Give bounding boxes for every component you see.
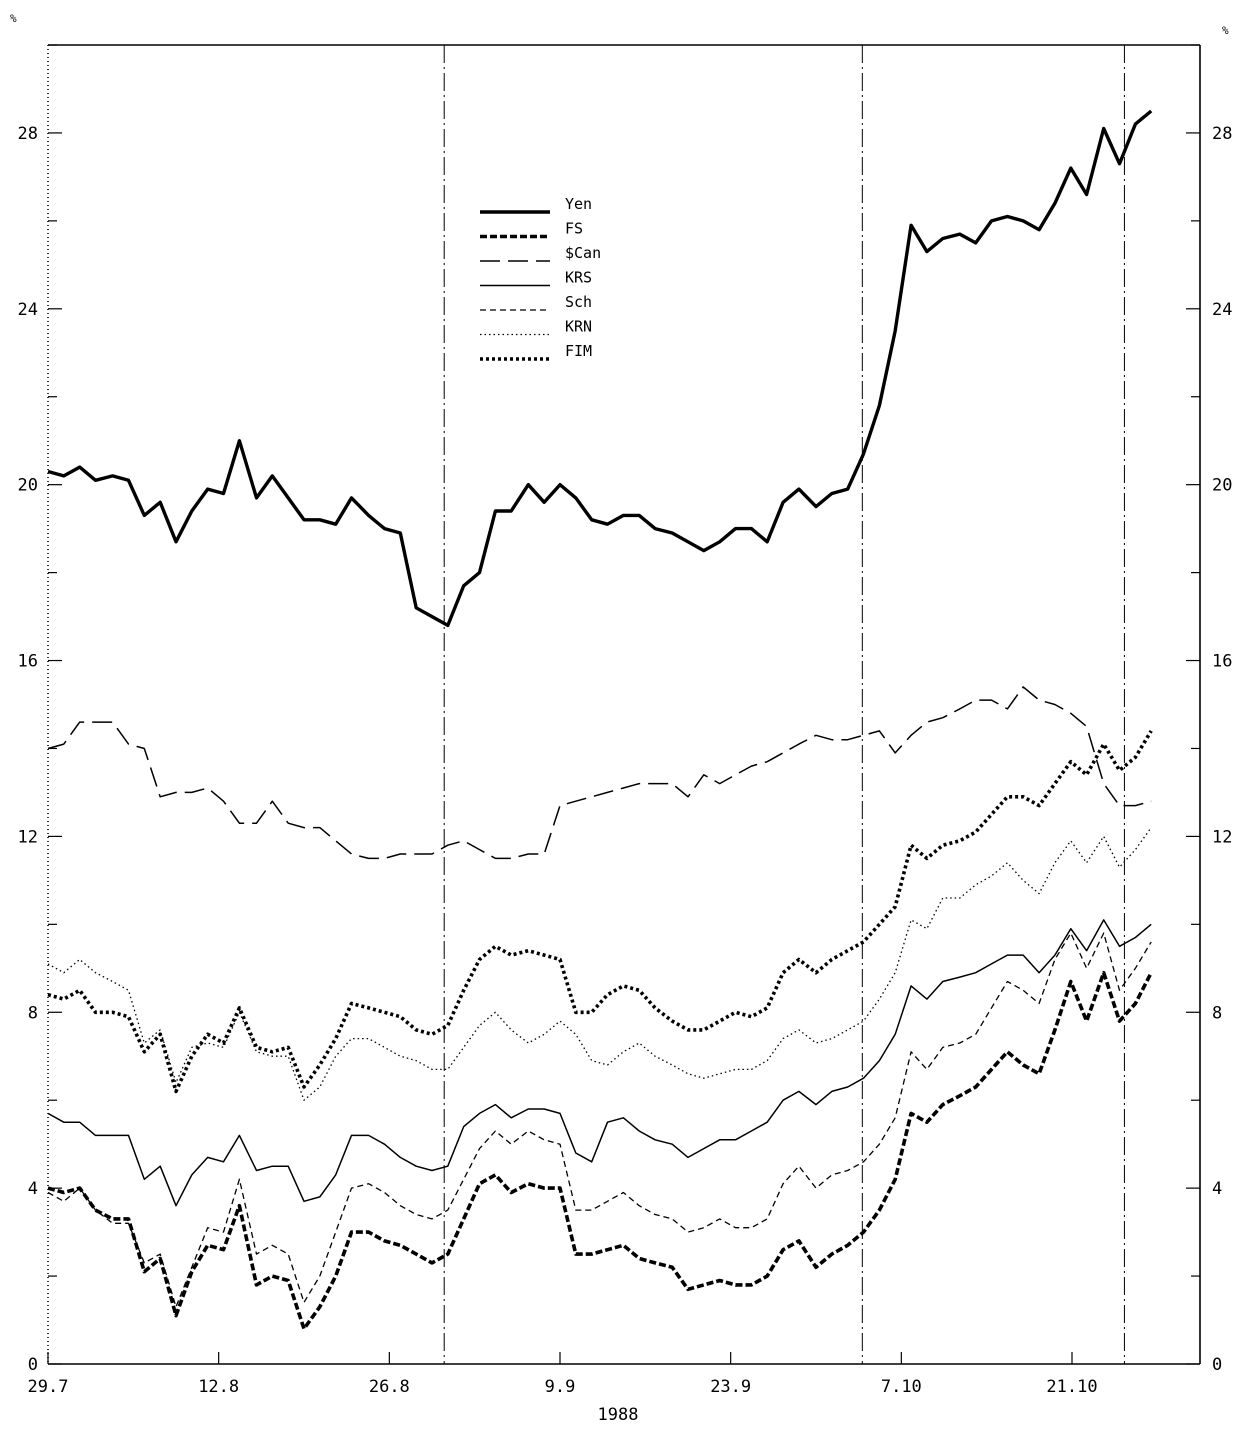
y-tick-label-right: 4 — [1212, 1179, 1222, 1199]
legend: Yen FS $Can KRS Sch KRN FIM — [480, 195, 601, 361]
legend-label: Yen — [565, 195, 592, 213]
x-tick-label: 23.9 — [710, 1377, 751, 1397]
y-tick-label-left: 24 — [18, 300, 38, 320]
y-tick-label-right: 8 — [1212, 1003, 1222, 1023]
legend-label: Sch — [565, 293, 592, 311]
series-line-can — [47, 686, 1152, 860]
y-tick-label-right: 16 — [1212, 652, 1232, 672]
reference-lines — [443, 45, 1125, 1364]
series-line-krn — [47, 827, 1152, 1101]
series-line-yen — [47, 109, 1153, 628]
right-unit-label: % — [1222, 24, 1229, 37]
legend-label: KRN — [565, 318, 592, 336]
y-tick-label-right: 0 — [1212, 1355, 1222, 1375]
series-line-fs — [47, 970, 1153, 1331]
y-tick-label-left: 12 — [18, 827, 38, 847]
x-tick-label: 12.8 — [198, 1377, 239, 1397]
x-tick-label: 26.8 — [369, 1377, 410, 1397]
series-line-fim — [47, 729, 1153, 1094]
y-tick-label-left: 4 — [28, 1179, 38, 1199]
x-tick-label: 9.9 — [545, 1377, 576, 1397]
left-unit-label: % — [10, 12, 17, 25]
legend-label: KRS — [565, 269, 592, 287]
x-tick-label: 7.10 — [881, 1377, 922, 1397]
y-tick-label-right: 20 — [1212, 476, 1232, 496]
x-axis-label: 1988 — [598, 1405, 639, 1425]
y-tick-label-left: 8 — [28, 1003, 38, 1023]
y-tick-label-right: 12 — [1212, 827, 1232, 847]
axes — [47, 44, 1201, 1365]
legend-label: $Can — [565, 244, 601, 262]
y-tick-label-left: 16 — [18, 652, 38, 672]
y-tick-label-left: 0 — [28, 1355, 38, 1375]
legend-label: FS — [565, 220, 583, 238]
y-tick-label-left: 20 — [18, 476, 38, 496]
y-tick-label-right: 24 — [1212, 300, 1232, 320]
series-line-sch — [47, 932, 1152, 1308]
legend-label: FIM — [565, 342, 592, 360]
y-tick-label-right: 28 — [1212, 124, 1232, 144]
data-series — [47, 109, 1153, 1331]
series-line-krs — [47, 919, 1152, 1207]
tick-labels: 0 0 4 4 8 8 12 12 16 16 20 20 24 24 28 28 29.7 12.8 26.8 9.… — [18, 124, 1233, 1397]
x-tick-label: 29.7 — [28, 1377, 69, 1397]
x-tick-label: 21.10 — [1046, 1377, 1097, 1397]
y-tick-label-left: 28 — [18, 124, 38, 144]
